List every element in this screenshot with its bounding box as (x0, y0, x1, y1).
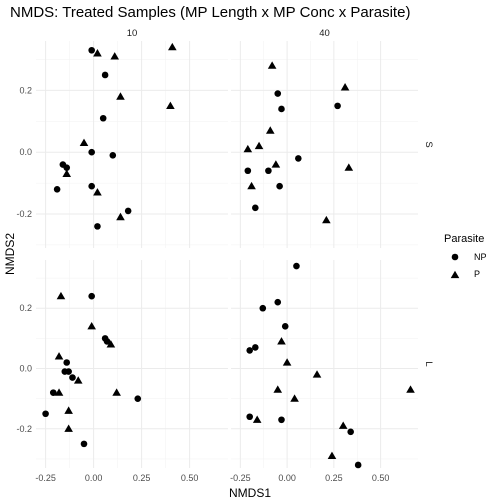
point-np (245, 167, 252, 174)
point-p (290, 394, 299, 401)
point-np (282, 323, 289, 330)
point-p (313, 370, 322, 377)
point-p (168, 43, 177, 50)
point-np (355, 462, 362, 469)
y-tick-label: 0.2 (19, 85, 32, 95)
point-p (322, 216, 331, 223)
point-np (252, 344, 259, 351)
legend-title: Parasite (444, 233, 484, 245)
x-tick-label: 0.00 (278, 473, 296, 483)
data-points (42, 43, 415, 468)
point-p (283, 358, 292, 365)
facet-strip-row: S (423, 141, 434, 147)
point-p (166, 102, 175, 109)
point-np (276, 183, 283, 190)
point-p (345, 163, 354, 170)
point-np (69, 374, 76, 381)
point-np (65, 368, 72, 375)
facet-strips: 10 40 S L (127, 28, 434, 367)
point-np (94, 223, 101, 230)
point-np (88, 47, 95, 54)
point-p (64, 425, 73, 432)
point-np (347, 429, 354, 436)
point-np (88, 183, 95, 190)
legend-entry-P: P (451, 269, 480, 279)
point-p (266, 126, 275, 133)
point-np (252, 205, 259, 212)
point-np (100, 115, 107, 122)
point-np (102, 72, 109, 79)
point-np (278, 106, 285, 113)
legend: Parasite NP P (444, 233, 487, 279)
point-np (246, 413, 253, 420)
point-np (42, 410, 49, 417)
point-np (274, 90, 281, 97)
chart-title: NMDS: Treated Samples (MP Length x MP Co… (10, 4, 410, 21)
point-np (265, 167, 272, 174)
point-p (57, 292, 66, 299)
x-axis-title: NMDS1 (229, 486, 271, 500)
panel-S-10 (36, 41, 228, 248)
x-tick-label: 0.50 (372, 473, 390, 483)
legend-key-triangle (451, 271, 460, 278)
facet-strip-column: 10 (127, 28, 138, 39)
y-tick-label: 0.0 (19, 364, 32, 374)
point-np (81, 441, 88, 448)
x-tick-labels: -0.25 0.00 0.25 0.50 -0.25 0.00 0.25 0.50 (35, 473, 389, 483)
y-tick-label: 0.2 (19, 303, 32, 313)
point-p (255, 142, 264, 149)
point-np (110, 152, 117, 159)
point-np (63, 359, 70, 366)
y-tick-labels: -0.2 0.0 0.2 -0.2 0.0 0.2 (16, 85, 32, 433)
point-np (125, 208, 132, 215)
y-tick-label: 0.0 (19, 147, 32, 157)
point-p (328, 452, 337, 459)
point-p (272, 160, 281, 167)
x-tick-label: -0.25 (35, 473, 56, 483)
point-p (273, 385, 282, 392)
panel-L-40 (231, 260, 418, 468)
point-p (80, 139, 89, 146)
y-tick-label: -0.2 (16, 424, 32, 434)
point-np (246, 347, 253, 354)
facet-strip-row: L (423, 361, 434, 366)
y-tick-label: -0.2 (16, 209, 32, 219)
x-tick-label: 0.25 (133, 473, 151, 483)
point-p (64, 406, 73, 413)
y-axis-title: NMDS2 (3, 233, 17, 275)
point-p (87, 322, 96, 329)
point-p (93, 188, 102, 195)
point-np (278, 416, 285, 423)
point-np (274, 299, 281, 306)
point-np (134, 395, 141, 402)
point-p (268, 61, 277, 68)
point-np (334, 103, 341, 110)
x-tick-label: -0.25 (230, 473, 251, 483)
point-np (259, 305, 266, 312)
point-p (253, 415, 262, 422)
point-p (341, 83, 350, 90)
legend-label: P (474, 269, 480, 279)
legend-entry-NP: NP (452, 252, 487, 262)
x-tick-label: 0.50 (181, 473, 199, 483)
point-np (88, 149, 95, 156)
point-np (293, 263, 300, 270)
point-np (88, 293, 95, 300)
facet-panels (36, 41, 418, 468)
legend-label: NP (474, 252, 487, 262)
legend-key-circle (452, 254, 459, 261)
point-np (54, 186, 61, 193)
point-np (295, 155, 302, 162)
point-p (339, 421, 348, 428)
point-p (112, 388, 121, 395)
x-tick-label: 0.00 (85, 473, 103, 483)
facet-strip-column: 40 (319, 28, 330, 39)
point-p (406, 385, 415, 392)
point-p (55, 352, 64, 359)
point-p (244, 145, 253, 152)
x-tick-label: 0.25 (325, 473, 343, 483)
